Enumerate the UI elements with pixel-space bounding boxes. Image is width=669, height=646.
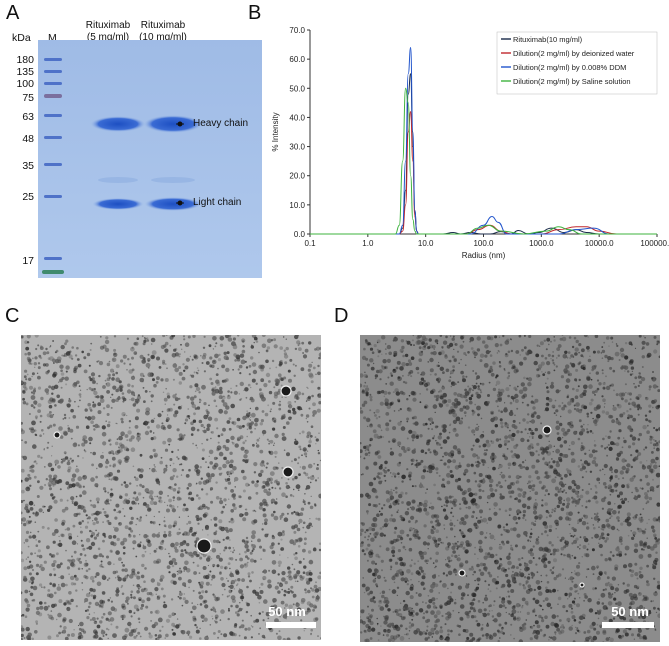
- heavy-chain-pointer-dot: [177, 121, 183, 127]
- gel-image: [38, 40, 262, 278]
- heavy-chain-band-10mg: [143, 115, 203, 133]
- x-tick-label: 100.0: [473, 239, 494, 248]
- scale-bar-c: [266, 622, 316, 628]
- lane-header-5mg: Rituximab (5 mg/ml): [78, 20, 138, 44]
- mw-label-25: 25: [22, 191, 34, 203]
- scale-bar-label-d: 50 nm: [611, 604, 649, 619]
- mw-label-17: 17: [22, 255, 34, 267]
- chart-series: [310, 46, 657, 235]
- legend-entry: Dilution(2 mg/ml) by 0.008% DDM: [513, 63, 626, 72]
- series-line-4: [310, 87, 657, 235]
- legend-entry: Rituximab(10 mg/ml): [513, 35, 583, 44]
- heavy-chain-band-5mg: [90, 116, 146, 132]
- x-tick-label: 0.1: [304, 239, 316, 248]
- x-tick-label: 1000.0: [529, 239, 554, 248]
- panel-label-c: C: [5, 305, 20, 327]
- dls-chart: 0.0 10.0 20.0 30.0 40.0 50.0 60.0 70.0 0.1 1.0 10.…: [271, 26, 669, 260]
- x-tick-label: 100000.0: [640, 239, 669, 248]
- legend-entry: Dilution(2 mg/ml) by deionized water: [513, 49, 635, 58]
- x-tick-label: 10000.0: [585, 239, 614, 248]
- tem-texture-c: [21, 335, 321, 640]
- lane-header-name: Rituximab: [85, 20, 131, 31]
- y-tick-label: 10.0: [289, 201, 305, 210]
- y-tick-label: 20.0: [289, 172, 305, 181]
- lane-header-conc: (5 mg/ml): [86, 32, 130, 43]
- mw-label-135: 135: [16, 66, 34, 78]
- y-axis-title: % Intensity: [271, 112, 280, 151]
- gel-bands: [38, 40, 262, 278]
- x-axis-title: Radius (nm): [462, 251, 506, 260]
- panel-label-b: B: [248, 2, 262, 24]
- light-chain-band-5mg: [92, 198, 144, 210]
- y-tick-label: 40.0: [289, 113, 305, 122]
- x-tick-label: 10.0: [418, 239, 434, 248]
- series-line-2: [310, 111, 657, 235]
- mw-label-63: 63: [22, 111, 34, 123]
- heavy-chain-label: Heavy chain: [193, 118, 249, 129]
- lane-header-name: Rituximab: [140, 20, 186, 31]
- legend-entry: Dilution(2 mg/ml) by Saline solution: [513, 77, 631, 86]
- tem-image-d: 50 nm: [360, 335, 660, 642]
- band-pointers: [176, 121, 184, 206]
- kda-unit-label: kDa: [12, 32, 31, 44]
- y-tick-label: 0.0: [294, 230, 306, 239]
- scale-bar-d: [602, 622, 654, 628]
- series-line-1: [310, 73, 657, 235]
- marker-ladder: [42, 58, 64, 274]
- y-tick-label: 70.0: [289, 26, 305, 35]
- y-tick-label: 60.0: [289, 55, 305, 64]
- marker-lane-label: M: [48, 32, 57, 44]
- chart-legend: Rituximab(10 mg/ml) Dilution(2 mg/ml) by …: [496, 31, 658, 95]
- y-tick-label: 50.0: [289, 84, 305, 93]
- legend-box: [496, 31, 658, 95]
- light-chain-band-10mg: [144, 197, 202, 211]
- mw-label-75: 75: [22, 92, 34, 104]
- lane-header-conc: (10 mg/ml): [139, 32, 187, 43]
- mw-label-48: 48: [22, 133, 34, 145]
- mw-label-180: 180: [16, 54, 34, 66]
- panel-label-d: D: [334, 305, 349, 327]
- tem-texture-d: [360, 335, 660, 642]
- mw-label-100: 100: [16, 78, 34, 90]
- lane-header-10mg: Rituximab (10 mg/ml): [132, 20, 194, 44]
- x-tick-label: 1.0: [362, 239, 374, 248]
- mw-label-35: 35: [22, 160, 34, 172]
- light-chain-pointer-dot: [177, 200, 183, 206]
- panel-label-a: A: [6, 2, 20, 24]
- y-tick-label: 30.0: [289, 143, 305, 152]
- light-chain-label: Light chain: [193, 197, 242, 208]
- tem-image-c: 50 nm: [21, 335, 321, 640]
- scale-bar-label-c: 50 nm: [268, 604, 306, 619]
